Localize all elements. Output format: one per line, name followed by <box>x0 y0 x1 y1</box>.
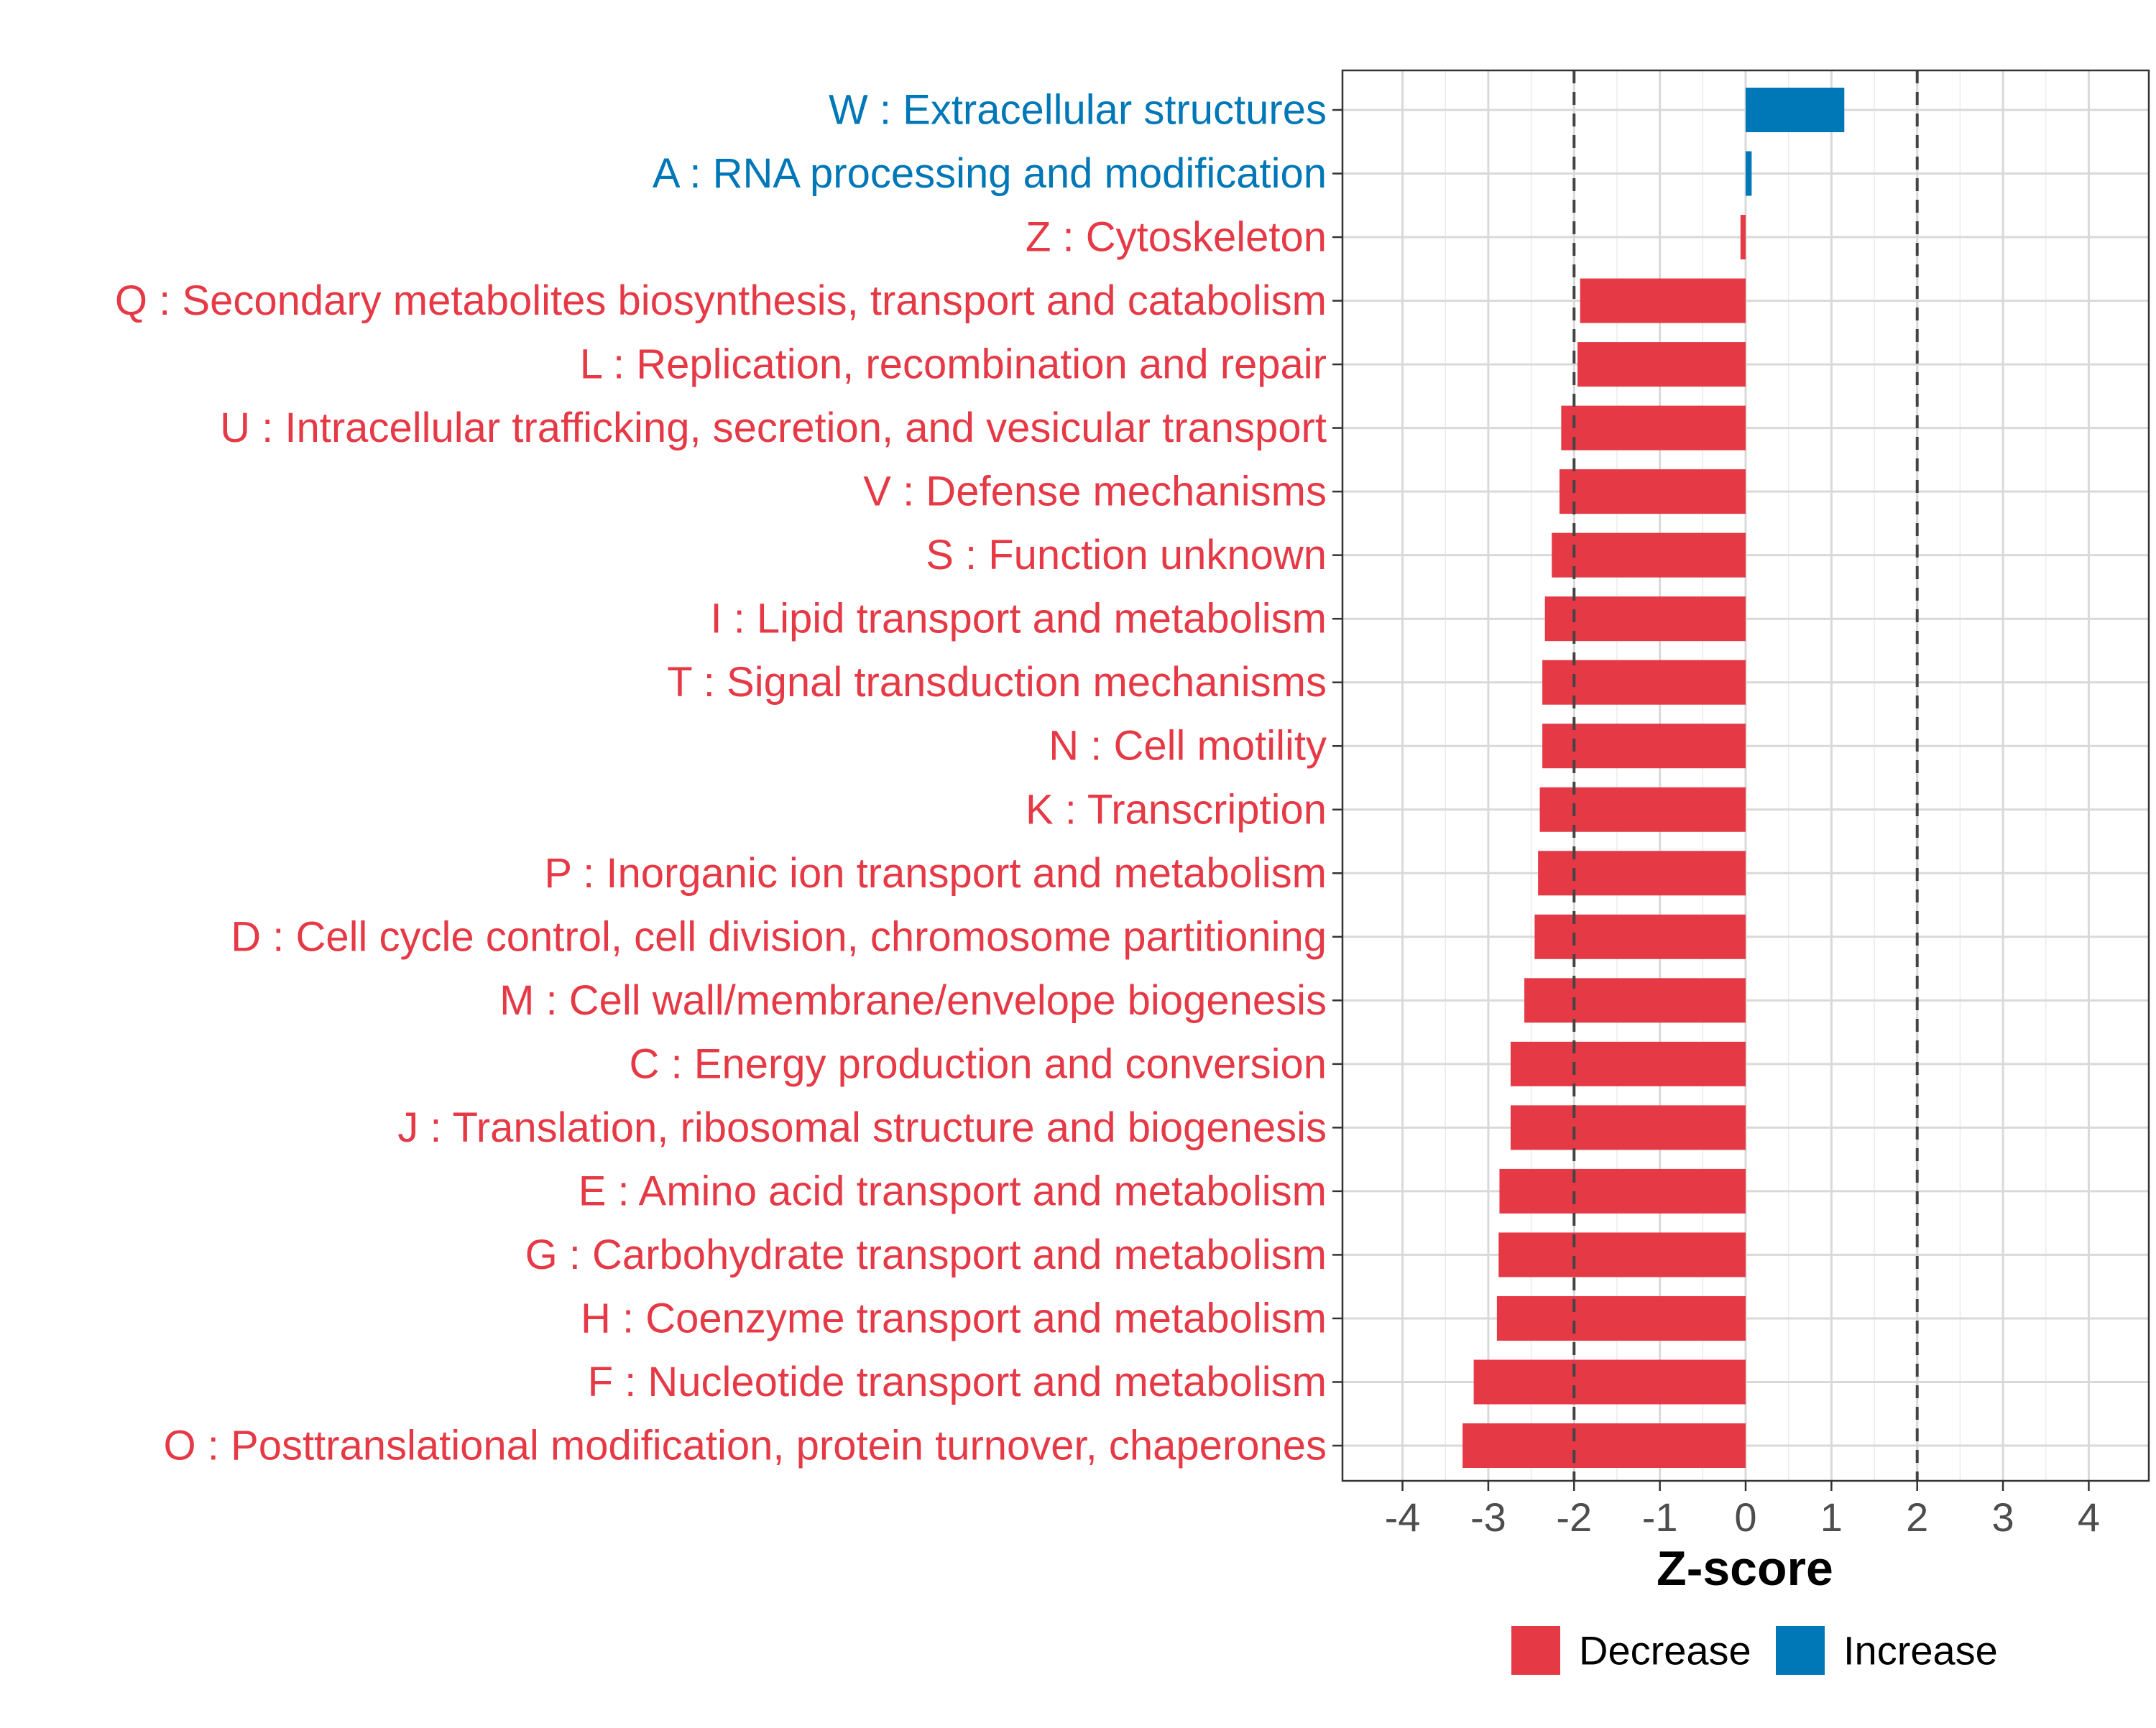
legend-key <box>1776 1626 1825 1675</box>
category-label: N : Cell motility <box>1049 723 1327 770</box>
category-label: O : Posttranslational modification, prot… <box>164 1423 1327 1469</box>
x-axis: -4 -3 -2 -1 0 1 2 3 4 <box>1385 1481 2100 1540</box>
legend-key <box>1511 1626 1560 1675</box>
category-label: W : Extracellular structures <box>829 87 1327 134</box>
category-labels: W : Extracellular structures A : RNA proc… <box>115 87 1342 1469</box>
bar <box>1740 215 1746 260</box>
category-label: E : Amino acid transport and metabolism <box>579 1168 1327 1214</box>
category-label: A : RNA processing and modification <box>653 150 1327 197</box>
bar <box>1510 1105 1746 1150</box>
category-label: F : Nucleotide transport and metabolism <box>588 1359 1327 1405</box>
bar <box>1580 278 1746 323</box>
category-label: K : Transcription <box>1026 786 1327 833</box>
category-label: M : Cell wall/membrane/envelope biogenes… <box>499 977 1327 1024</box>
legend-label: Increase <box>1843 1628 1998 1673</box>
category-label: T : Signal transduction mechanisms <box>667 659 1327 706</box>
bar <box>1544 596 1746 642</box>
legend: Decrease Increase <box>1511 1626 1998 1675</box>
bar <box>1473 1359 1746 1405</box>
bar <box>1561 405 1746 451</box>
bar <box>1499 1168 1746 1214</box>
category-label: Z : Cytoskeleton <box>1026 214 1327 261</box>
x-tick-label: -3 <box>1470 1494 1506 1540</box>
category-label: G : Carbohydrate transport and metabolis… <box>525 1232 1327 1278</box>
bar <box>1746 88 1845 132</box>
bar <box>1542 724 1746 769</box>
x-axis-title: Z-score <box>1657 1541 1833 1596</box>
category-label: S : Function unknown <box>926 532 1327 578</box>
bar <box>1524 978 1746 1023</box>
category-label: I : Lipid transport and metabolism <box>710 596 1327 642</box>
x-tick-label: -4 <box>1385 1494 1421 1540</box>
category-label: L : Replication, recombination and repai… <box>580 341 1327 388</box>
category-label: U : Intracellular trafficking, secretion… <box>220 405 1327 451</box>
legend-label: Decrease <box>1579 1628 1751 1673</box>
category-label: C : Energy production and conversion <box>630 1040 1327 1087</box>
bar <box>1462 1423 1746 1468</box>
category-label: H : Coenzyme transport and metabolism <box>581 1295 1327 1341</box>
bar <box>1534 914 1746 959</box>
x-tick-label: -2 <box>1556 1494 1592 1540</box>
bar <box>1746 151 1752 196</box>
reference-lines <box>1572 70 1919 1481</box>
category-label: J : Translation, ribosomal structure and… <box>397 1104 1327 1151</box>
bar <box>1552 532 1746 578</box>
category-label: P : Inorganic ion transport and metaboli… <box>544 850 1327 897</box>
bar <box>1539 787 1746 832</box>
bar <box>1559 469 1746 514</box>
x-tick-label: 2 <box>1906 1494 1928 1540</box>
category-label: D : Cell cycle control, cell division, c… <box>231 913 1327 960</box>
bar <box>1496 1295 1746 1341</box>
x-tick-label: 3 <box>1992 1494 2014 1540</box>
category-label: V : Defense mechanisms <box>863 468 1327 515</box>
bar <box>1498 1232 1746 1277</box>
x-tick-label: 4 <box>2078 1494 2100 1540</box>
category-label: Q : Secondary metabolites biosynthesis, … <box>115 277 1327 324</box>
bar <box>1538 851 1746 896</box>
bar <box>1577 342 1746 387</box>
bar <box>1510 1041 1746 1086</box>
x-tick-label: 1 <box>1820 1494 1843 1540</box>
bar <box>1542 660 1746 705</box>
x-tick-label: -1 <box>1642 1494 1678 1540</box>
x-tick-label: 0 <box>1734 1494 1756 1540</box>
